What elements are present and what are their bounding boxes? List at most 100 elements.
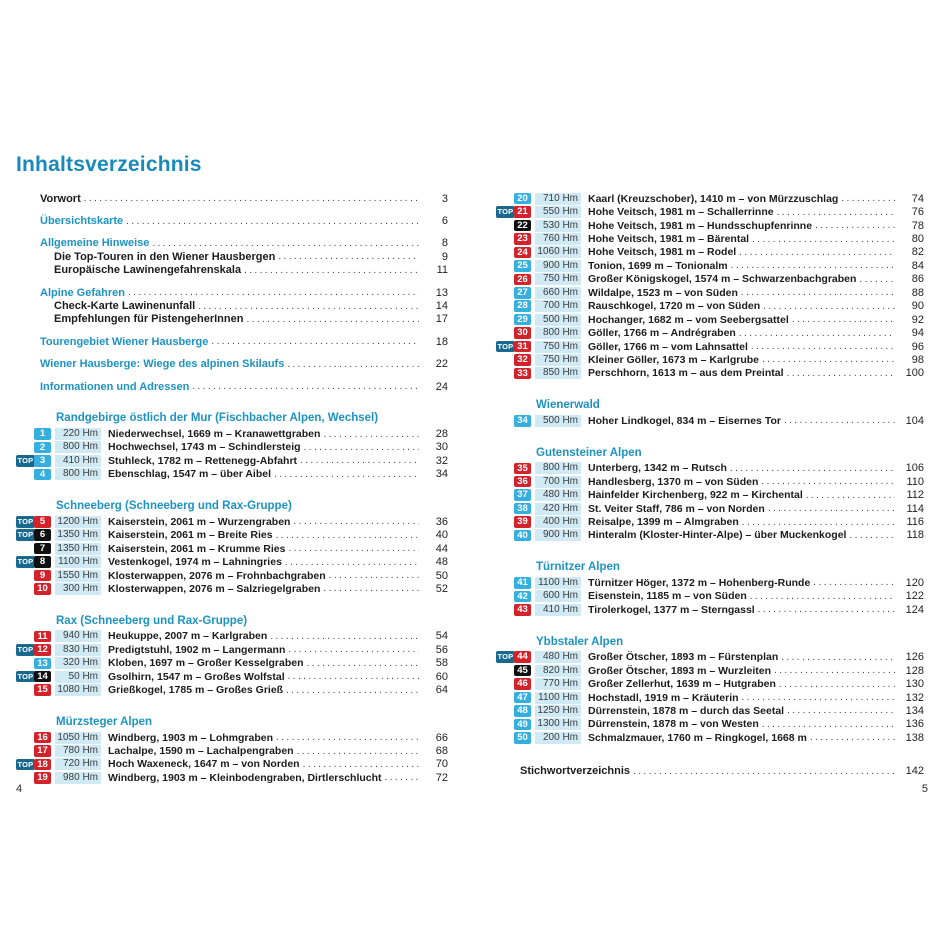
page-ref: 28 — [435, 428, 448, 441]
entry-number-badge: 22 — [514, 219, 531, 232]
entry-number-badge: 37 — [514, 489, 531, 501]
entry-number-badge: 28 — [514, 300, 531, 312]
tour-name: Großer Zellerhut, 1639 m – Hutgraben — [588, 678, 776, 691]
entry-number-badge: 42 — [514, 590, 531, 603]
dot-leader — [192, 381, 419, 392]
front-matter-item: Wiener Hausberge: Wiege des alpinen Skil… — [16, 358, 448, 371]
page-ref: 110 — [906, 475, 924, 488]
toc-section: Ybbstaler Alpen TOP 44 480 Hm Großer Ötscher… — [496, 635, 924, 745]
page-ref: 11 — [436, 264, 448, 277]
entry-number-badge: 4 — [34, 468, 51, 481]
page-ref: 6 — [441, 215, 448, 228]
entry-number-badge: 11 — [34, 630, 51, 643]
tour-name: Kloben, 1697 m – Großer Kesselgraben — [108, 657, 304, 670]
toc-entry: 50 200 Hm Schmalzmauer, 1760 m – Ringkogel… — [496, 731, 924, 744]
entry-number-badge: 17 — [34, 745, 51, 757]
elevation-gain: 830 Hm — [55, 643, 101, 656]
page-ref: 94 — [911, 327, 924, 340]
entry-number-badge: 16 — [34, 731, 51, 744]
entry-number-badge: 36 — [514, 475, 531, 488]
front-matter-item: Alpine Gefahren 13 — [16, 286, 448, 299]
front-matter-label: Europäische Lawinengefahrenskala — [54, 264, 242, 277]
page-number-right: 5 — [921, 783, 928, 795]
dot-leader — [758, 604, 895, 615]
front-matter-group: Tourengebiet Wiener Hausberge 18 — [16, 335, 448, 348]
page-ref: 68 — [435, 745, 448, 758]
page-ref: 132 — [905, 691, 924, 704]
front-matter-label: Die Top-Touren in den Wiener Hausbergen — [54, 250, 276, 263]
toc-section: Rax (Schneeberg und Rax-Gruppe) 11 940 Hm H… — [16, 614, 448, 697]
dot-leader — [779, 679, 895, 690]
page-ref: 136 — [905, 718, 924, 731]
dot-leader — [741, 287, 895, 298]
entry-number-badge: 33 — [514, 367, 531, 380]
page-ref: 78 — [911, 219, 924, 232]
entry-number-badge: 47 — [514, 691, 531, 704]
toc-entry: TOP 3 410 Hm Stuhleck, 1782 m – Rettenegg-A… — [16, 454, 448, 467]
page-number-left: 4 — [16, 783, 23, 795]
page-ref: 60 — [435, 670, 448, 683]
toc-entry: TOP 21 550 Hm Hohe Veitsch, 1981 m – Schall… — [496, 205, 924, 219]
page-ref: 122 — [905, 590, 924, 603]
entry-number-badge: 7 — [34, 542, 51, 555]
entry-number-badge: 31 — [514, 340, 531, 353]
entry-number-badge: 29 — [514, 313, 531, 326]
page-ref: 72 — [435, 771, 448, 784]
elevation-gain: 900 Hm — [535, 529, 581, 542]
toc-entry: TOP 14 50 Hm Gsolhirn, 1547 m – Großes Wolf… — [16, 670, 448, 683]
tour-name: Dürrenstein, 1878 m – durch das Seetal — [588, 704, 785, 717]
back-matter-item: Stichwortverzeichnis 142 — [496, 765, 924, 778]
dot-leader — [739, 328, 895, 339]
dot-leader — [288, 644, 419, 655]
toc-entry: 23 760 Hm Hohe Veitsch, 1981 m – Bärental 8… — [496, 232, 924, 246]
elevation-gain: 1300 Hm — [535, 718, 581, 731]
entry-number-badge: 26 — [514, 273, 531, 286]
dot-leader — [288, 671, 419, 682]
elevation-gain: 660 Hm — [535, 286, 581, 299]
dot-leader — [730, 463, 895, 474]
front-matter-label: Check-Karte Lawinenunfall — [54, 300, 196, 313]
front-matter-item: Übersichtskarte 6 — [16, 214, 448, 227]
dot-leader — [813, 577, 895, 588]
entry-number-badge: 25 — [514, 260, 531, 272]
page-ref: 84 — [911, 259, 924, 272]
front-matter-item: Informationen und Adressen 24 — [16, 380, 448, 393]
dot-leader — [752, 234, 895, 245]
front-matter-label: Tourengebiet Wiener Hausberge — [40, 335, 209, 348]
toc-entry: TOP 31 750 Hm Göller, 1766 m – vom Lahnsatt… — [496, 340, 924, 353]
elevation-gain: 750 Hm — [535, 353, 581, 366]
toc-entry: 42 600 Hm Eisenstein, 1185 m – von Süden 12… — [496, 590, 924, 603]
elevation-gain: 800 Hm — [535, 462, 581, 475]
elevation-gain: 410 Hm — [55, 454, 101, 467]
back-matter-label: Stichwortverzeichnis — [520, 765, 631, 778]
tour-name: Hohe Veitsch, 1981 m – Bärental — [588, 233, 750, 246]
toc-entry: 22 530 Hm Hohe Veitsch, 1981 m – Hundsschu… — [496, 219, 924, 232]
entry-number-badge: 20 — [514, 192, 531, 205]
tour-name: Kaarl (Kreuzschober), 1410 m – von Mürzz… — [588, 192, 839, 205]
tour-name: Windberg, 1903 m – Kleinbodengraben, Dir… — [108, 771, 382, 784]
toc-section: Schneeberg (Schneeberg und Rax-Gruppe) TO… — [16, 499, 448, 596]
top-badge: TOP — [16, 670, 35, 683]
front-matter-group: Vorwort 3 — [16, 192, 448, 205]
elevation-gain: 1550 Hm — [55, 569, 101, 582]
dot-leader — [152, 238, 419, 249]
page-ref: 86 — [911, 273, 924, 286]
tour-name: Tonion, 1699 m – Tonionalm — [588, 259, 728, 272]
page-ref: 32 — [435, 454, 448, 467]
section-heading: Gutensteiner Alpen — [536, 446, 642, 459]
top-badge-cell: TOP — [16, 516, 35, 528]
toc-entry: 36 700 Hm Handlesberg, 1370 m – von Süden 1… — [496, 475, 924, 488]
page-ref: 22 — [435, 358, 448, 371]
elevation-gain: 480 Hm — [535, 489, 581, 502]
dot-leader — [750, 591, 895, 602]
entry-number-badge: 38 — [514, 502, 531, 515]
dot-leader — [304, 442, 419, 453]
toc-entry: 49 1300 Hm Dürrenstein, 1878 m – von Weste… — [496, 718, 924, 731]
front-matter-label: Vorwort — [40, 192, 81, 205]
front-matter-label: Übersichtskarte — [40, 215, 124, 228]
toc-entry: 27 660 Hm Wildalpe, 1523 m – von Süden 88 — [496, 286, 924, 299]
toc-entry: 7 1350 Hm Kaiserstein, 2061 m – Krumme Rie… — [16, 542, 448, 555]
elevation-gain: 720 Hm — [55, 758, 101, 771]
tour-name: Göller, 1766 m – Andrégraben — [588, 327, 736, 340]
page-ref: 118 — [906, 529, 924, 542]
